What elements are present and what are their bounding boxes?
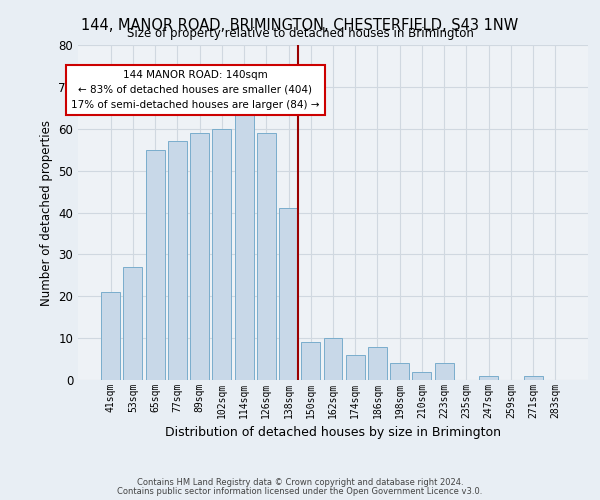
Bar bbox=[101, 292, 120, 380]
Bar bbox=[479, 376, 498, 380]
Bar bbox=[435, 363, 454, 380]
Bar bbox=[301, 342, 320, 380]
Text: Contains HM Land Registry data © Crown copyright and database right 2024.: Contains HM Land Registry data © Crown c… bbox=[137, 478, 463, 487]
Bar bbox=[235, 108, 254, 380]
Bar bbox=[190, 133, 209, 380]
Bar bbox=[524, 376, 542, 380]
Bar bbox=[168, 142, 187, 380]
Text: Contains public sector information licensed under the Open Government Licence v3: Contains public sector information licen… bbox=[118, 487, 482, 496]
X-axis label: Distribution of detached houses by size in Brimington: Distribution of detached houses by size … bbox=[165, 426, 501, 440]
Bar bbox=[257, 133, 276, 380]
Bar bbox=[412, 372, 431, 380]
Bar bbox=[346, 355, 365, 380]
Bar bbox=[212, 128, 231, 380]
Bar bbox=[323, 338, 343, 380]
Bar bbox=[124, 267, 142, 380]
Bar bbox=[146, 150, 164, 380]
Y-axis label: Number of detached properties: Number of detached properties bbox=[40, 120, 53, 306]
Bar bbox=[368, 346, 387, 380]
Text: 144 MANOR ROAD: 140sqm
← 83% of detached houses are smaller (404)
17% of semi-de: 144 MANOR ROAD: 140sqm ← 83% of detached… bbox=[71, 70, 319, 110]
Text: 144, MANOR ROAD, BRIMINGTON, CHESTERFIELD, S43 1NW: 144, MANOR ROAD, BRIMINGTON, CHESTERFIEL… bbox=[82, 18, 518, 32]
Text: Size of property relative to detached houses in Brimington: Size of property relative to detached ho… bbox=[127, 28, 473, 40]
Bar bbox=[279, 208, 298, 380]
Bar bbox=[390, 363, 409, 380]
